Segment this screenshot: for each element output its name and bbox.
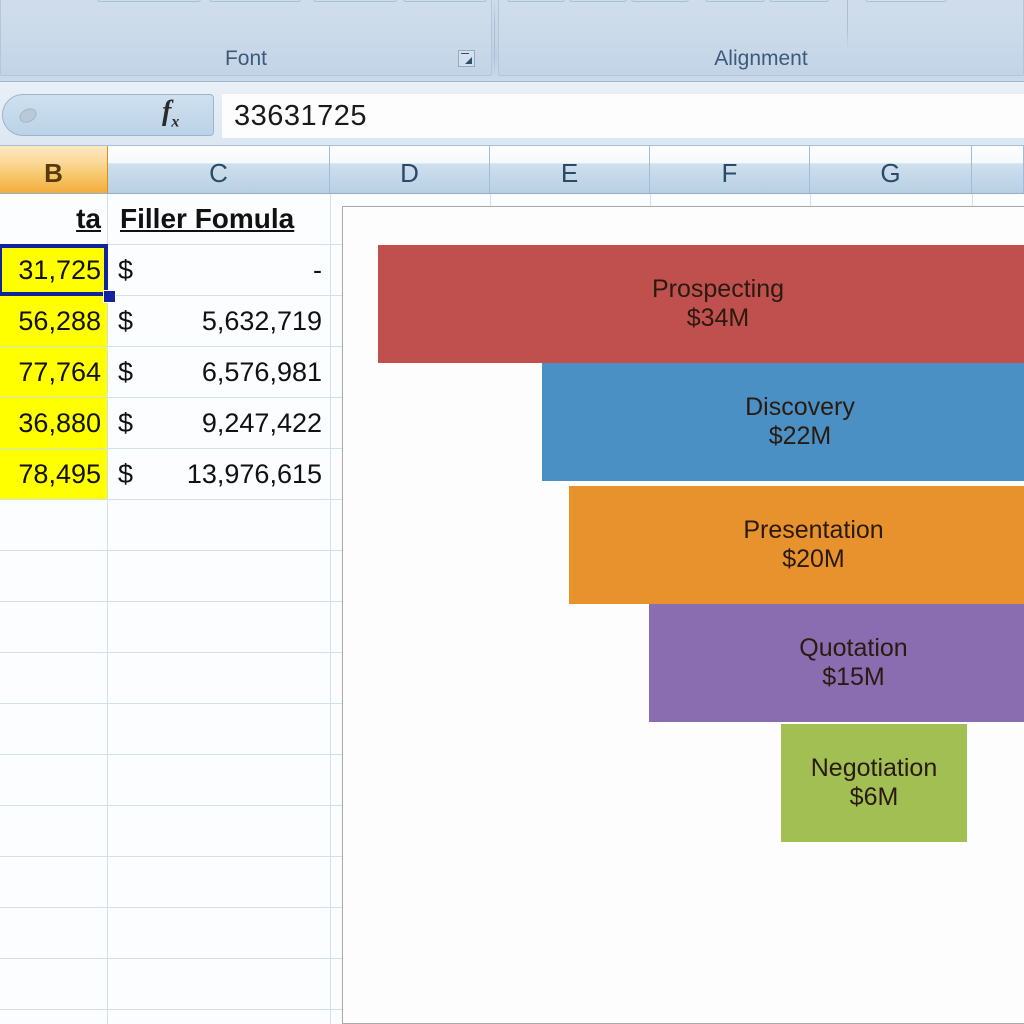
cell-c3[interactable]: $ - — [110, 245, 332, 295]
funnel-chart[interactable]: Prospecting $34M Discovery $22M Presenta… — [342, 206, 1024, 1024]
insert-function-icon[interactable]: fx — [162, 96, 180, 131]
currency-amount: 13,976,615 — [186, 458, 322, 489]
currency-symbol: $ — [118, 458, 134, 489]
underline-button[interactable] — [209, 0, 301, 2]
alignment-group-label: Alignment — [714, 47, 808, 70]
cell-b2[interactable]: ta — [76, 203, 101, 234]
column-header-e[interactable]: E — [490, 146, 650, 193]
font-group: Font — [0, 0, 492, 76]
column-header-d[interactable]: D — [330, 146, 490, 193]
cell-b5[interactable]: 77,764 — [0, 347, 107, 397]
currency-amount: - — [313, 254, 322, 285]
column-header-f[interactable]: F — [650, 146, 810, 193]
column-header-h[interactable] — [972, 146, 1024, 193]
merge-center-button[interactable] — [865, 0, 947, 2]
currency-symbol: $ — [118, 254, 134, 285]
fill-color-button[interactable] — [313, 0, 397, 2]
column-header-row: B C D E F G — [0, 146, 1024, 194]
currency-symbol: $ — [118, 356, 134, 387]
cell-b3[interactable]: 31,725 — [0, 245, 107, 295]
funnel-bar-value: $20M — [782, 545, 845, 573]
currency-amount: 6,576,981 — [201, 356, 322, 387]
font-group-label: Font — [224, 47, 268, 70]
active-cell-selection — [0, 244, 108, 296]
column-header-c[interactable]: C — [108, 146, 330, 193]
funnel-bar-label: Presentation — [743, 515, 884, 544]
cell-b4[interactable]: 56,288 — [0, 296, 107, 346]
funnel-bar-value: $22M — [768, 422, 832, 450]
funnel-bar-discovery[interactable]: Discovery $22M — [542, 363, 1024, 481]
currency-symbol: $ — [118, 407, 134, 438]
ribbon: Font — [0, 0, 1024, 82]
cell-b6[interactable]: 36,880 — [0, 398, 107, 448]
gridline-vertical — [330, 194, 331, 1024]
font-dialog-launcher[interactable] — [458, 50, 475, 67]
funnel-bar-label: Discovery — [745, 392, 855, 421]
funnel-bar-prospecting[interactable]: Prospecting $34M — [378, 245, 1024, 363]
funnel-bar-label: Prospecting — [651, 274, 785, 303]
name-box[interactable] — [2, 94, 214, 136]
ribbon-group-divider — [494, 0, 495, 76]
funnel-bar-quotation[interactable]: Quotation $15M — [649, 604, 1024, 722]
funnel-bar-label: Quotation — [799, 633, 908, 662]
align-top-button[interactable] — [507, 0, 565, 2]
formula-input[interactable]: 33631725 — [222, 94, 1024, 138]
funnel-bar-value: $34M — [686, 304, 750, 332]
funnel-bar-value: $15M — [822, 663, 885, 691]
font-color-button[interactable] — [403, 0, 487, 2]
currency-symbol: $ — [118, 305, 134, 336]
worksheet-grid: B C D E F G — [0, 146, 1024, 1024]
fill-handle[interactable] — [103, 290, 116, 303]
cell-c6[interactable]: $ 9,247,422 — [110, 398, 332, 448]
alignment-group: Alignment — [498, 0, 1024, 76]
column-header-b[interactable]: B — [0, 146, 108, 193]
funnel-bar-value: $6M — [849, 783, 899, 811]
align-bottom-button[interactable] — [631, 0, 689, 2]
decrease-indent-button[interactable] — [705, 0, 765, 2]
alignment-inner-divider — [847, 0, 848, 50]
align-middle-button[interactable] — [569, 0, 627, 2]
cell-c2[interactable]: Filler Fomula — [120, 203, 295, 234]
gridline-vertical — [107, 194, 108, 1024]
funnel-bar-presentation[interactable]: Presentation $20M — [569, 486, 1024, 604]
currency-amount: 5,632,719 — [201, 305, 322, 336]
formula-bar: fx 33631725 — [0, 82, 1024, 146]
cell-c7[interactable]: $ 13,976,615 — [110, 449, 332, 499]
cell-c5[interactable]: $ 6,576,981 — [110, 347, 332, 397]
currency-amount: 9,247,422 — [201, 407, 322, 438]
funnel-bar-label: Negotiation — [810, 753, 938, 782]
borders-button[interactable] — [97, 0, 201, 2]
funnel-bar-negotiation[interactable]: Negotiation $6M — [781, 724, 967, 842]
column-header-g[interactable]: G — [810, 146, 972, 193]
increase-indent-button[interactable] — [769, 0, 829, 2]
cell-b7[interactable]: 78,495 — [0, 449, 107, 499]
cell-c4[interactable]: $ 5,632,719 — [110, 296, 332, 346]
